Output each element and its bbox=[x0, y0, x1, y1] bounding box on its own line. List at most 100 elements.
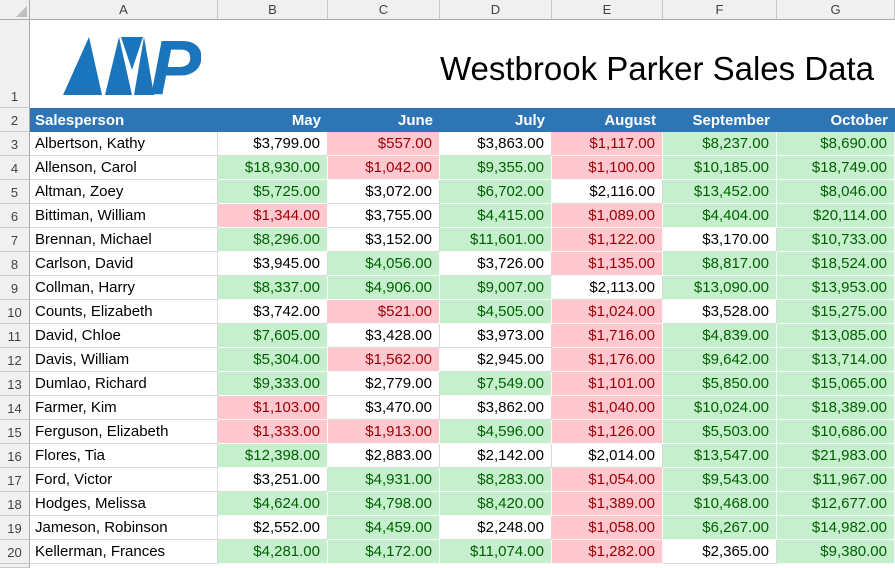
cell-G19[interactable]: $14,982.00 bbox=[777, 516, 895, 540]
cell-G4[interactable]: $18,749.00 bbox=[777, 156, 895, 180]
cell-F3[interactable]: $8,237.00 bbox=[663, 132, 777, 156]
cell-C11[interactable]: $3,428.00 bbox=[328, 324, 440, 348]
cell-D19[interactable]: $2,248.00 bbox=[440, 516, 552, 540]
cell-B19[interactable]: $2,552.00 bbox=[218, 516, 328, 540]
row-header-5[interactable]: 5 bbox=[0, 180, 30, 204]
cell-C20[interactable]: $4,172.00 bbox=[328, 540, 440, 564]
cell-E10[interactable]: $1,024.00 bbox=[552, 300, 663, 324]
cell-F16[interactable]: $13,547.00 bbox=[663, 444, 777, 468]
cell-C10[interactable]: $521.00 bbox=[328, 300, 440, 324]
cell-C7[interactable]: $3,152.00 bbox=[328, 228, 440, 252]
cell-A17[interactable]: Ford, Victor bbox=[30, 468, 218, 492]
cell-F12[interactable]: $9,642.00 bbox=[663, 348, 777, 372]
cell-B14[interactable]: $1,103.00 bbox=[218, 396, 328, 420]
cell-C13[interactable]: $2,779.00 bbox=[328, 372, 440, 396]
header-cell-october[interactable]: October bbox=[777, 108, 895, 132]
cell-C17[interactable]: $4,931.00 bbox=[328, 468, 440, 492]
header-cell-september[interactable]: September bbox=[663, 108, 777, 132]
header-cell-july[interactable]: July bbox=[440, 108, 552, 132]
cell-A14[interactable]: Farmer, Kim bbox=[30, 396, 218, 420]
cell-D7[interactable]: $11,601.00 bbox=[440, 228, 552, 252]
cell-E3[interactable]: $1,117.00 bbox=[552, 132, 663, 156]
cell-E13[interactable]: $1,101.00 bbox=[552, 372, 663, 396]
cell-D17[interactable]: $8,283.00 bbox=[440, 468, 552, 492]
cell-G9[interactable]: $13,953.00 bbox=[777, 276, 895, 300]
cell-A9[interactable]: Collman, Harry bbox=[30, 276, 218, 300]
cell-F4[interactable]: $10,185.00 bbox=[663, 156, 777, 180]
cell-G8[interactable]: $18,524.00 bbox=[777, 252, 895, 276]
row-header-18[interactable]: 18 bbox=[0, 492, 30, 516]
cell-B4[interactable]: $18,930.00 bbox=[218, 156, 328, 180]
cell-G15[interactable]: $10,686.00 bbox=[777, 420, 895, 444]
cell-D15[interactable]: $4,596.00 bbox=[440, 420, 552, 444]
cell-D10[interactable]: $4,505.00 bbox=[440, 300, 552, 324]
row-header-1[interactable]: 1 bbox=[0, 20, 30, 108]
cell-A16[interactable]: Flores, Tia bbox=[30, 444, 218, 468]
cell-A4[interactable]: Allenson, Carol bbox=[30, 156, 218, 180]
cell-D11[interactable]: $3,973.00 bbox=[440, 324, 552, 348]
cell-G5[interactable]: $8,046.00 bbox=[777, 180, 895, 204]
cell-D20[interactable]: $11,074.00 bbox=[440, 540, 552, 564]
cell-A7[interactable]: Brennan, Michael bbox=[30, 228, 218, 252]
select-all-corner[interactable] bbox=[0, 0, 30, 19]
column-header-C[interactable]: C bbox=[328, 0, 440, 19]
cell-E14[interactable]: $1,040.00 bbox=[552, 396, 663, 420]
cell-B5[interactable]: $5,725.00 bbox=[218, 180, 328, 204]
cell-A6[interactable]: Bittiman, William bbox=[30, 204, 218, 228]
cell-F14[interactable]: $10,024.00 bbox=[663, 396, 777, 420]
cell-D3[interactable]: $3,863.00 bbox=[440, 132, 552, 156]
cell-E6[interactable]: $1,089.00 bbox=[552, 204, 663, 228]
cell-C18[interactable]: $4,798.00 bbox=[328, 492, 440, 516]
cell-A3[interactable]: Albertson, Kathy bbox=[30, 132, 218, 156]
header-cell-salesperson[interactable]: Salesperson bbox=[30, 108, 218, 132]
row-header-16[interactable]: 16 bbox=[0, 444, 30, 468]
cell-A18[interactable]: Hodges, Melissa bbox=[30, 492, 218, 516]
cell-G16[interactable]: $21,983.00 bbox=[777, 444, 895, 468]
row-header-2[interactable]: 2 bbox=[0, 108, 30, 132]
cell-F15[interactable]: $5,503.00 bbox=[663, 420, 777, 444]
cell-B9[interactable]: $8,337.00 bbox=[218, 276, 328, 300]
cell-F11[interactable]: $4,839.00 bbox=[663, 324, 777, 348]
cell-D13[interactable]: $7,549.00 bbox=[440, 372, 552, 396]
cell-E16[interactable]: $2,014.00 bbox=[552, 444, 663, 468]
cell-G14[interactable]: $18,389.00 bbox=[777, 396, 895, 420]
cell-E15[interactable]: $1,126.00 bbox=[552, 420, 663, 444]
cell-B13[interactable]: $9,333.00 bbox=[218, 372, 328, 396]
row-header-6[interactable]: 6 bbox=[0, 204, 30, 228]
cell-F19[interactable]: $6,267.00 bbox=[663, 516, 777, 540]
cell-B16[interactable]: $12,398.00 bbox=[218, 444, 328, 468]
row-header-13[interactable]: 13 bbox=[0, 372, 30, 396]
cell-G18[interactable]: $12,677.00 bbox=[777, 492, 895, 516]
cell-A5[interactable]: Altman, Zoey bbox=[30, 180, 218, 204]
cell-G20[interactable]: $9,380.00 bbox=[777, 540, 895, 564]
cell-F13[interactable]: $5,850.00 bbox=[663, 372, 777, 396]
cell-C15[interactable]: $1,913.00 bbox=[328, 420, 440, 444]
cell-B3[interactable]: $3,799.00 bbox=[218, 132, 328, 156]
cell-C12[interactable]: $1,562.00 bbox=[328, 348, 440, 372]
cell-D12[interactable]: $2,945.00 bbox=[440, 348, 552, 372]
cell-E4[interactable]: $1,100.00 bbox=[552, 156, 663, 180]
cell-D9[interactable]: $9,007.00 bbox=[440, 276, 552, 300]
row-header-7[interactable]: 7 bbox=[0, 228, 30, 252]
cell-G10[interactable]: $15,275.00 bbox=[777, 300, 895, 324]
cell-D14[interactable]: $3,862.00 bbox=[440, 396, 552, 420]
cell-D6[interactable]: $4,415.00 bbox=[440, 204, 552, 228]
cell-E11[interactable]: $1,716.00 bbox=[552, 324, 663, 348]
cell-E8[interactable]: $1,135.00 bbox=[552, 252, 663, 276]
column-header-F[interactable]: F bbox=[663, 0, 777, 19]
column-header-A[interactable]: A bbox=[30, 0, 218, 19]
cell-G11[interactable]: $13,085.00 bbox=[777, 324, 895, 348]
cell-B17[interactable]: $3,251.00 bbox=[218, 468, 328, 492]
cell-E7[interactable]: $1,122.00 bbox=[552, 228, 663, 252]
cell-A19[interactable]: Jameson, Robinson bbox=[30, 516, 218, 540]
cell-E9[interactable]: $2,113.00 bbox=[552, 276, 663, 300]
cell-B11[interactable]: $7,605.00 bbox=[218, 324, 328, 348]
cell-D4[interactable]: $9,355.00 bbox=[440, 156, 552, 180]
cell-F9[interactable]: $13,090.00 bbox=[663, 276, 777, 300]
cell-G13[interactable]: $15,065.00 bbox=[777, 372, 895, 396]
row-header-9[interactable]: 9 bbox=[0, 276, 30, 300]
cell-B20[interactable]: $4,281.00 bbox=[218, 540, 328, 564]
cell-D16[interactable]: $2,142.00 bbox=[440, 444, 552, 468]
row-header-11[interactable]: 11 bbox=[0, 324, 30, 348]
cell-C14[interactable]: $3,470.00 bbox=[328, 396, 440, 420]
